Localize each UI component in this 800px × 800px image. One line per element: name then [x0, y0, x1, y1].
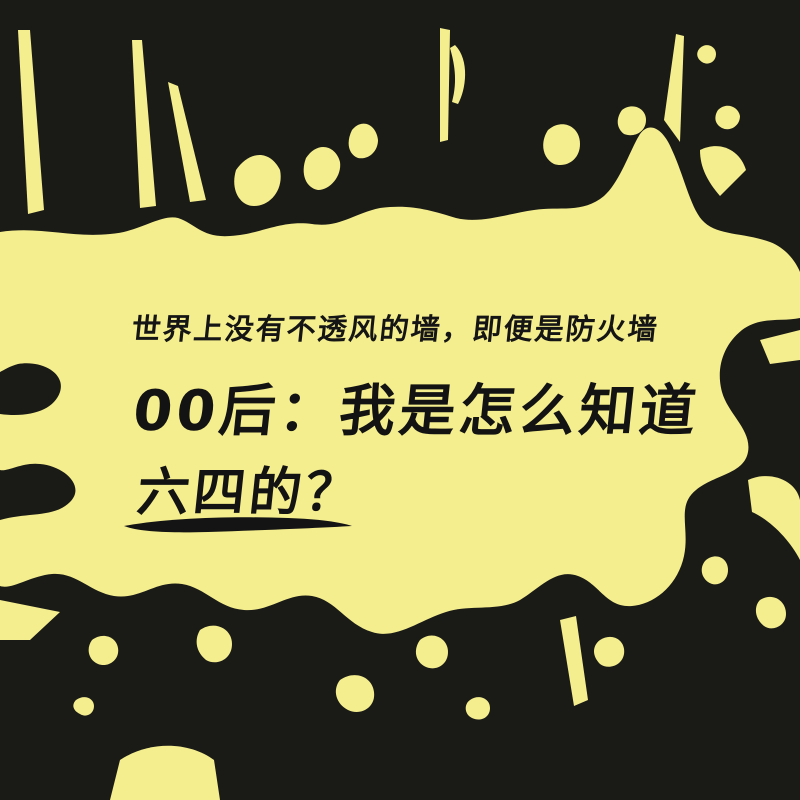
yellow-splash — [0, 28, 800, 800]
brush-underline — [124, 517, 352, 533]
headline-line-1: 世界上没有不透风的墙，即便是防火墙 — [130, 312, 661, 346]
headline-line-2: 00后：我是怎么知道 — [130, 379, 703, 444]
